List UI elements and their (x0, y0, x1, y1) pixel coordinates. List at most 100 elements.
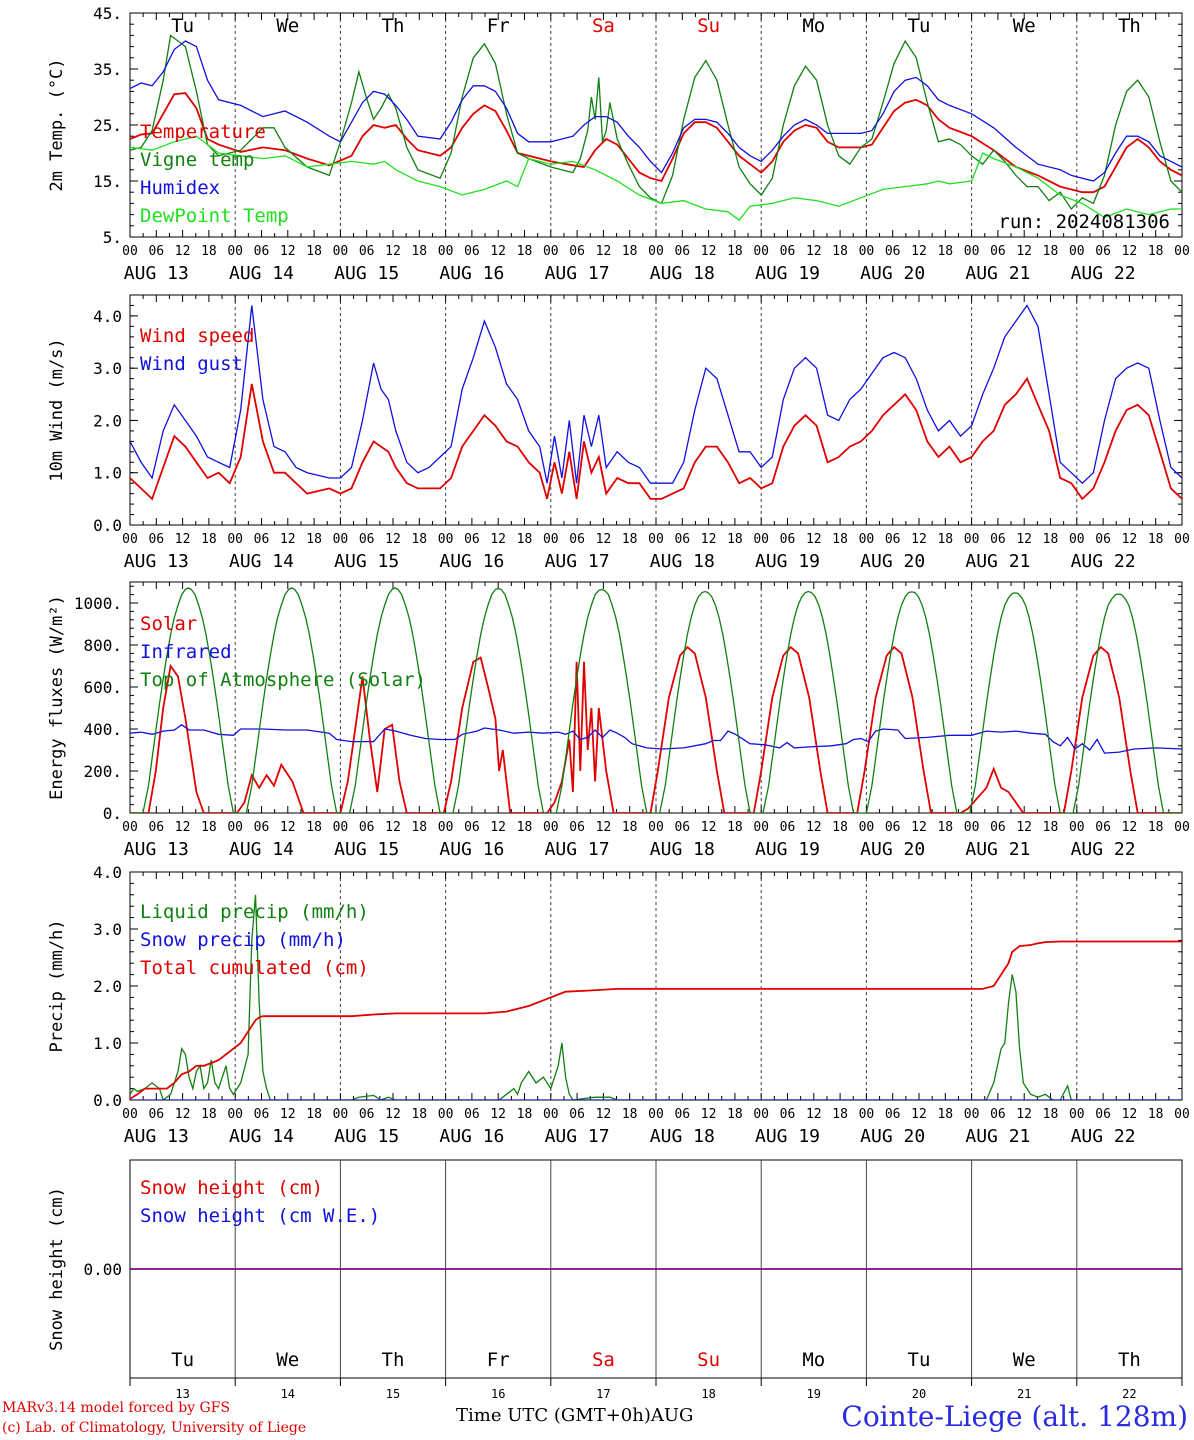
hour-label: 12 (280, 532, 296, 547)
hour-label: 12 (596, 1107, 612, 1122)
date-label: AUG 15 (334, 1126, 399, 1147)
hour-label: 18 (1148, 820, 1164, 835)
day-number: 22 (1122, 1387, 1136, 1401)
hour-label: 00 (1174, 532, 1190, 547)
series-line-infrared (130, 724, 1182, 754)
date-label: AUG 22 (1071, 839, 1136, 860)
hour-label: 18 (306, 244, 322, 259)
date-label: AUG 14 (229, 1126, 294, 1147)
day-number: 15 (386, 1387, 400, 1401)
hour-label: 06 (1095, 820, 1111, 835)
lab-credit: (c) Lab. of Climatology, University of L… (2, 1420, 307, 1436)
hour-label: 18 (517, 532, 533, 547)
hour-label: 12 (701, 532, 717, 547)
hour-label: 00 (227, 532, 243, 547)
hour-label: 18 (201, 244, 217, 259)
series-line-liquid-precip-mm-h- (130, 894, 1182, 1100)
weekday-label: Th (1118, 15, 1141, 37)
series-line-total-cumulated-cm- (130, 940, 1182, 1100)
y-axis-label: Energy fluxes (W/m²) (47, 595, 67, 800)
hour-label: 00 (859, 244, 875, 259)
hour-label: 06 (674, 532, 690, 547)
panel-precip: 0.0 1.0 2.0 3.0 4.0 Precip (mm/h) Liquid preci… (47, 863, 1190, 1147)
date-label: AUG 13 (124, 551, 189, 572)
date-label: AUG 14 (229, 551, 294, 572)
hour-label: 00 (859, 532, 875, 547)
weekday-label: Th (1118, 1349, 1141, 1371)
series-line-solar (130, 645, 1182, 813)
y-tick-label: 800. (83, 636, 122, 655)
hour-label: 18 (727, 244, 743, 259)
y-tick-label: 2.0 (93, 977, 122, 996)
hour-label: 18 (727, 1107, 743, 1122)
model-credit: MARv3.14 model forced by GFS (2, 1400, 231, 1416)
hour-label: 00 (333, 820, 349, 835)
hour-label: 12 (596, 244, 612, 259)
hour-label: 12 (596, 532, 612, 547)
hour-label: 12 (911, 1107, 927, 1122)
hour-label: 12 (806, 820, 822, 835)
hour-label: 18 (411, 532, 427, 547)
day-number: 17 (596, 1387, 610, 1401)
hour-label: 00 (333, 1107, 349, 1122)
hour-label: 18 (411, 1107, 427, 1122)
hour-label: 18 (622, 1107, 638, 1122)
weekday-label: Th (382, 15, 405, 37)
weekday-label: Tu (171, 1349, 194, 1371)
hour-label: 06 (1095, 532, 1111, 547)
weekday-label: We (276, 15, 299, 37)
legend-entry: Snow height (cm) (140, 1177, 323, 1199)
hour-label: 00 (964, 820, 980, 835)
legend-entry: Liquid precip (mm/h) (140, 901, 369, 923)
hour-label: 12 (1122, 244, 1138, 259)
hour-label: 06 (674, 820, 690, 835)
hour-label: 18 (832, 1107, 848, 1122)
date-label: AUG 16 (439, 839, 504, 860)
y-tick-label: 0.0 (93, 516, 122, 535)
legend-entry: Snow precip (mm/h) (140, 929, 346, 951)
date-label: AUG 17 (545, 551, 610, 572)
hour-label: 06 (254, 820, 270, 835)
weekday-label: Th (382, 1349, 405, 1371)
hour-label: 18 (411, 244, 427, 259)
x-axis-label: Time UTC (GMT+0h)AUG (456, 1405, 693, 1426)
weekday-label: Su (697, 15, 720, 37)
hour-label: 06 (780, 1107, 796, 1122)
series-group (130, 587, 1182, 813)
date-label: AUG 22 (1071, 263, 1136, 284)
hour-label: 18 (517, 244, 533, 259)
date-label: AUG 18 (650, 839, 715, 860)
hour-label: 12 (1122, 820, 1138, 835)
hour-label: 00 (1069, 244, 1085, 259)
hour-label: 00 (964, 244, 980, 259)
hour-label: 00 (543, 532, 559, 547)
hour-label: 06 (1095, 1107, 1111, 1122)
day-number: 21 (1017, 1387, 1031, 1401)
legend-entry: Wind gust (140, 353, 243, 375)
hour-label: 00 (648, 244, 664, 259)
legend-entry: Top of Atmosphere (Solar) (140, 669, 426, 691)
y-tick-label: 5. (103, 228, 122, 247)
hour-label: 00 (333, 532, 349, 547)
day-number: 16 (491, 1387, 505, 1401)
hour-label: 00 (438, 532, 454, 547)
day-number: 18 (701, 1387, 715, 1401)
hour-label: 18 (1148, 244, 1164, 259)
day-number: 20 (912, 1387, 926, 1401)
hour-label: 18 (201, 1107, 217, 1122)
series-group (130, 34, 1182, 222)
weekday-label: We (276, 1349, 299, 1371)
hour-label: 12 (911, 820, 927, 835)
hour-label: 18 (622, 532, 638, 547)
hour-label: 06 (569, 532, 585, 547)
hour-label: 06 (674, 1107, 690, 1122)
y-tick-label: 1000. (74, 594, 122, 613)
run-label: run: 2024081306 (998, 211, 1170, 233)
date-label: AUG 17 (545, 1126, 610, 1147)
date-label: AUG 21 (965, 1126, 1030, 1147)
legend-entry: Snow height (cm W.E.) (140, 1205, 380, 1227)
hour-label: 00 (543, 244, 559, 259)
date-label: AUG 18 (650, 551, 715, 572)
hour-label: 00 (543, 1107, 559, 1122)
